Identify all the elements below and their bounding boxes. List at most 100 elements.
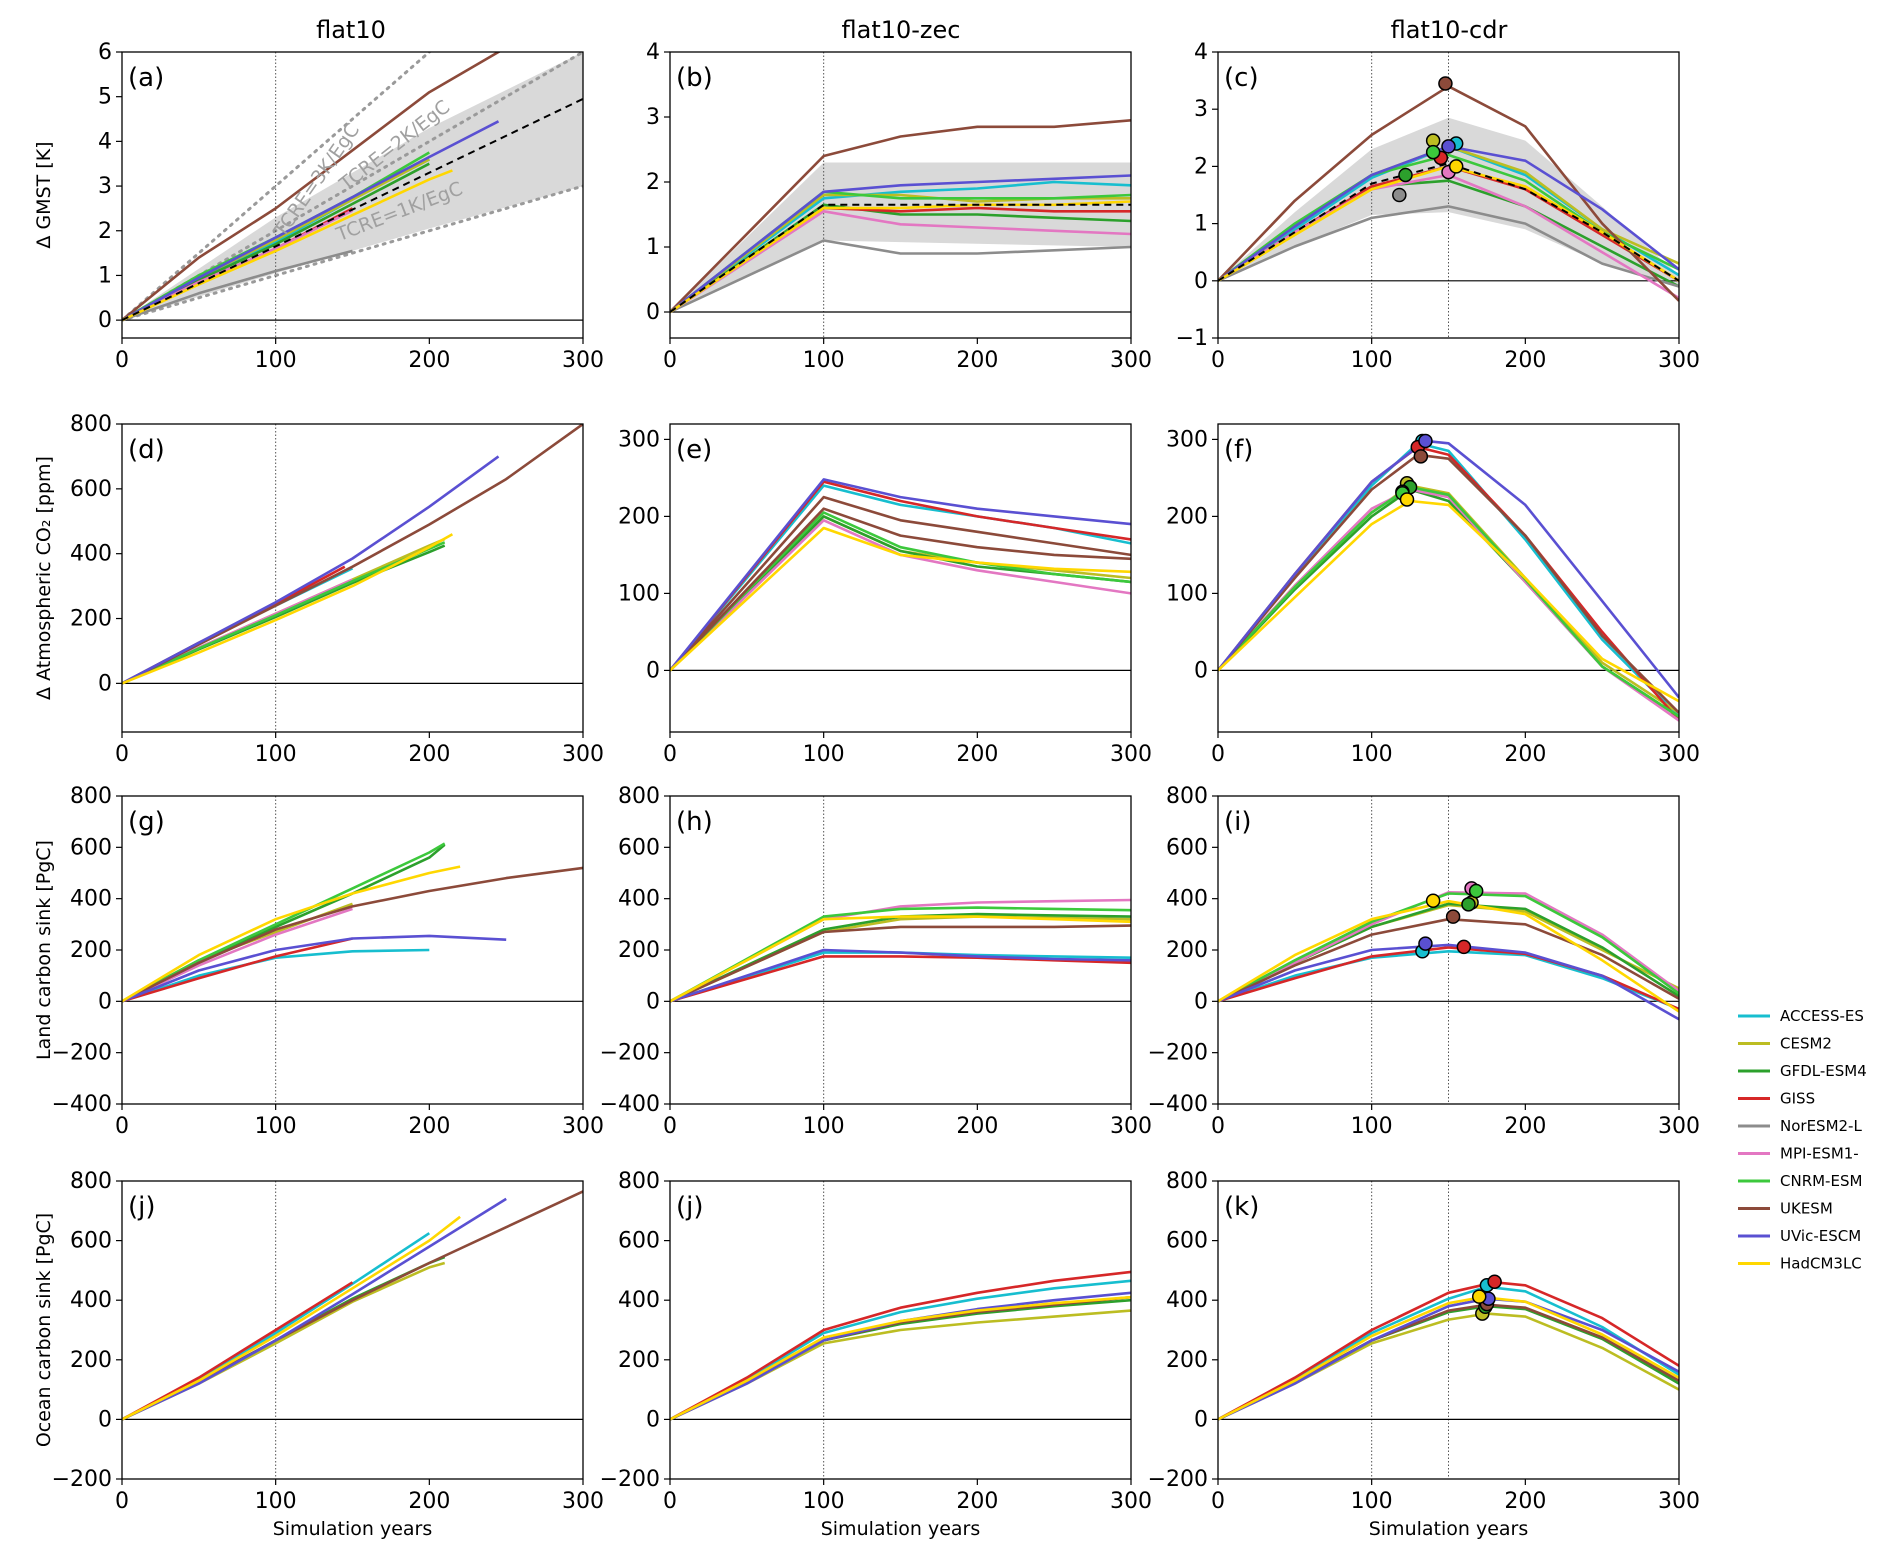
legend-label: ACCESS-ES — [1780, 1007, 1864, 1025]
y-tick-label: 400 — [70, 1288, 112, 1313]
y-tick-label: −200 — [600, 1467, 660, 1492]
series-line-access-es — [1218, 1285, 1679, 1421]
panel-label: (b) — [676, 63, 713, 93]
axes-frame — [121, 1180, 584, 1480]
y-tick-label: 800 — [70, 1169, 112, 1194]
series-line-hadcm3lc — [670, 915, 1131, 1003]
series-line-ukesm — [670, 924, 1131, 1003]
y-tick-label: 4 — [646, 40, 660, 65]
axes-frame — [1217, 51, 1680, 339]
x-tick-label: 300 — [1658, 1489, 1700, 1514]
legend-label: NorESM2-L — [1780, 1117, 1862, 1135]
series-line-ukesm — [122, 424, 583, 685]
y-tick-label: 4 — [1194, 40, 1208, 65]
x-tick-label: 100 — [803, 1114, 845, 1139]
series-line-uvic-escm — [1218, 1297, 1679, 1421]
axes-frame — [669, 51, 1132, 339]
plot-area — [1218, 1181, 1679, 1479]
plot-area — [1218, 796, 1679, 1104]
y-axis-label: Δ Atmospheric CO₂ [ppm] — [33, 456, 55, 700]
y-tick-label: 0 — [646, 989, 660, 1014]
x-tick-label: 300 — [1110, 1114, 1152, 1139]
x-tick-label: 200 — [1504, 1114, 1546, 1139]
plot-area — [122, 1181, 583, 1479]
panel-f-5: 0 100 200 300 0 100 200 300 (f) — [1166, 423, 1700, 767]
panel-label: (h) — [676, 807, 713, 837]
x-tick-label: 300 — [562, 1114, 604, 1139]
y-tick-label: −200 — [52, 1041, 112, 1066]
y-tick-label: 1 — [98, 263, 112, 288]
y-tick-label: 0 — [98, 671, 112, 696]
peak-marker-giss — [1487, 1274, 1502, 1289]
panel-j-10: 0 100 200 300−2000200400600800(j)Simulation… — [600, 1169, 1152, 1540]
x-tick-label: 200 — [1504, 348, 1546, 373]
axes-frame — [1217, 423, 1680, 733]
x-tick-label: 100 — [803, 1489, 845, 1514]
x-tick-label: 300 — [1110, 348, 1152, 373]
series-line-giss — [122, 937, 353, 1003]
series-line-giss — [122, 1281, 354, 1421]
panel-b-1: 0 100 200 300 0 1 2 3 4 (b) — [646, 40, 1152, 373]
y-tick-label: 600 — [618, 1229, 660, 1254]
y-tick-label: 0 — [1194, 658, 1208, 683]
x-axis-label: Simulation years — [273, 1518, 433, 1540]
x-tick-label: 300 — [1110, 1489, 1152, 1514]
peak-marker-hadcm3lc — [1425, 893, 1441, 908]
y-tick-label: 200 — [1166, 504, 1208, 529]
tcre-guide-line — [122, 52, 432, 322]
legend-label: CESM2 — [1780, 1035, 1832, 1053]
x-axis-label: Simulation years — [1369, 1518, 1529, 1540]
legend: ACCESS-ES CESM2 GFDL-ESM4 GISS NorESM2-L MPI-… — [1738, 1007, 1867, 1273]
x-tick-label: 100 — [255, 1489, 297, 1514]
series-line-uvic-escm — [670, 948, 1131, 1003]
series-line-noresm2-l — [122, 249, 353, 322]
legend-label: CNRM-ESM — [1780, 1172, 1862, 1190]
x-tick-label: 0 — [1211, 1489, 1225, 1514]
y-tick-label: 0 — [646, 300, 660, 325]
y-tick-label: 200 — [70, 1348, 112, 1373]
legend-label: GISS — [1780, 1090, 1815, 1108]
panel-label: (i) — [1224, 807, 1252, 837]
y-tick-label: 400 — [1166, 1288, 1208, 1313]
y-tick-label: 0 — [1194, 989, 1208, 1014]
series-line-noresm2-l — [670, 239, 1131, 314]
axes-frame — [1217, 1180, 1680, 1480]
y-tick-label: 600 — [1166, 835, 1208, 860]
plot-area — [1218, 433, 1679, 722]
y-axis-label: Δ GMST [K] — [33, 141, 55, 248]
y-tick-label: 2 — [98, 219, 112, 244]
ensemble-mean-line — [122, 97, 583, 322]
plot-area — [1218, 52, 1679, 338]
plot-area — [670, 1181, 1131, 1479]
y-tick-label: 100 — [1166, 581, 1208, 606]
series-line-hadcm3lc — [1218, 499, 1679, 703]
peak-marker-gfdl-esm4 — [1398, 167, 1413, 183]
series-line-cnrm-esm — [1218, 485, 1679, 718]
y-tick-label: −400 — [1148, 1092, 1208, 1117]
x-tick-label: 100 — [255, 348, 297, 373]
y-tick-label: 4 — [98, 129, 112, 154]
series-line-hadcm3lc — [122, 169, 453, 322]
x-tick-label: 200 — [1504, 742, 1546, 767]
x-tick-label: 300 — [562, 1489, 604, 1514]
y-tick-label: 0 — [1194, 269, 1208, 294]
series-line-access-es — [1218, 441, 1679, 718]
series-line-gfdl-esm4 — [670, 1298, 1131, 1421]
y-tick-label: 800 — [618, 784, 660, 809]
series-line-uvic-escm — [122, 455, 500, 685]
panel-e-4: 0 100 200 300 0 100 200 300 (e) — [618, 423, 1152, 767]
y-tick-label: 300 — [618, 427, 660, 452]
x-tick-label: 0 — [115, 742, 129, 767]
panel-label: (e) — [676, 435, 712, 465]
x-tick-label: 200 — [956, 742, 998, 767]
y-tick-label: 800 — [618, 1169, 660, 1194]
series-line-hadcm3lc — [1218, 1295, 1679, 1421]
series-line-uvic-escm — [122, 120, 500, 322]
y-tick-label: 0 — [646, 1407, 660, 1432]
series-line-noresm2-l — [1218, 205, 1679, 288]
panel-label: (d) — [128, 435, 165, 465]
panel-label: (a) — [128, 63, 164, 93]
